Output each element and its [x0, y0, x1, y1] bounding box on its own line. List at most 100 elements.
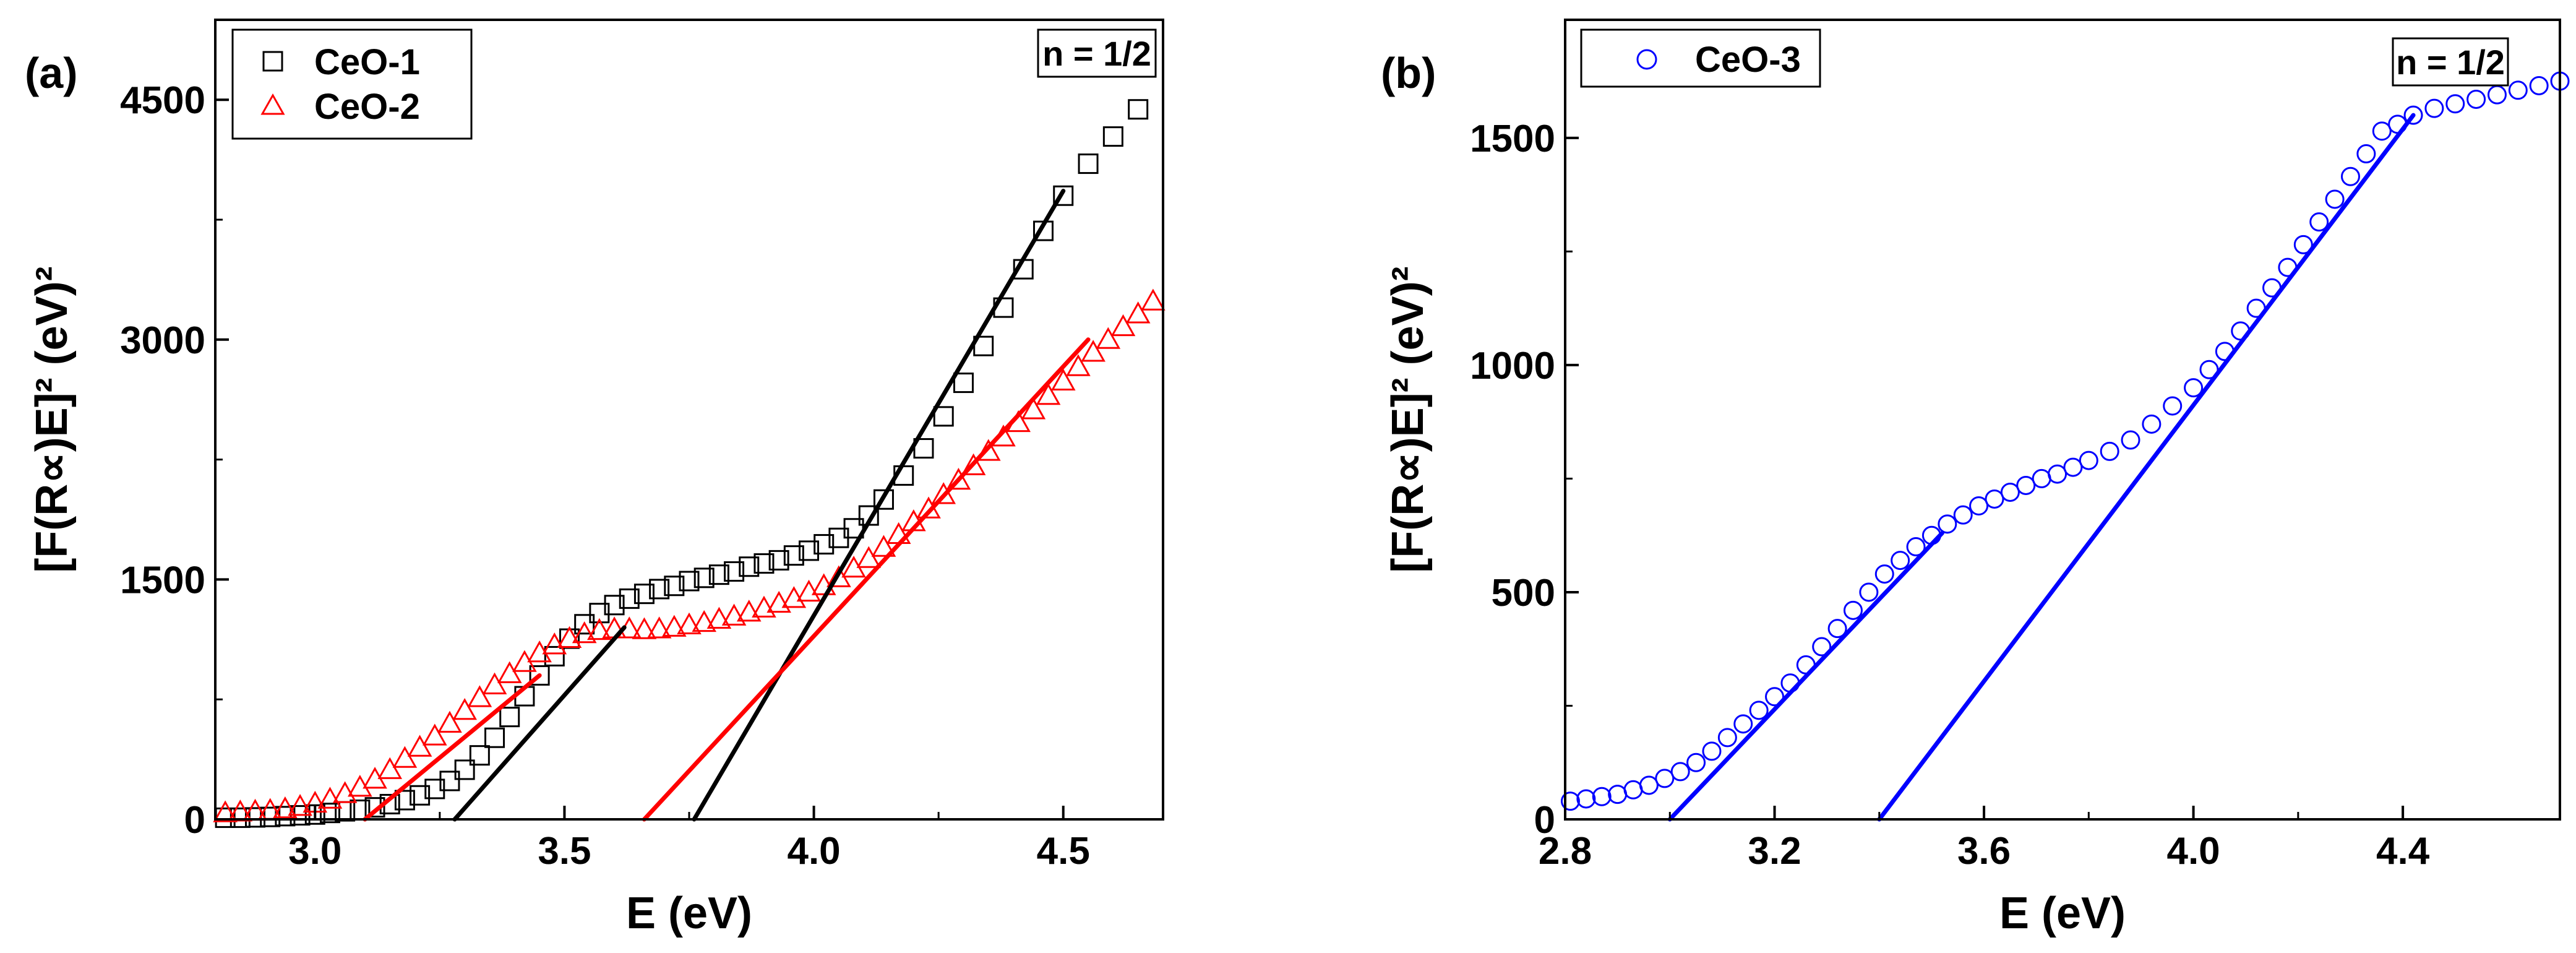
panel-a-series-0-point — [1078, 153, 1099, 175]
panel-a-fit-line-2 — [363, 673, 542, 822]
panel-a-ticks: 3.0 3.5 4.0 4.5 0 1500 3000 4500 — [120, 79, 1090, 873]
panel-a-series-1-point — [422, 723, 447, 746]
panel-a-series-1-point — [706, 606, 732, 629]
panel-b-series-0-point — [2372, 121, 2392, 141]
panel-a-xtick-label: 4.5 — [1037, 830, 1090, 873]
panel-a-series-1-point — [1141, 288, 1166, 311]
panel-b-series-0-point — [1812, 637, 1832, 657]
panel-b-series-0-point — [2016, 475, 2036, 495]
panel-a-series-0-point — [439, 770, 460, 791]
panel-b-series-0-point — [1608, 785, 1628, 804]
panel-a-series-0-point — [469, 745, 490, 766]
panel-b-series-0-point — [1655, 769, 1675, 788]
panel-b-series-0-point — [2403, 105, 2423, 125]
panel-b-series-0-point — [1938, 514, 1957, 534]
panel-b-data-marks — [1560, 71, 2570, 811]
panel-b-series-0-point — [1639, 775, 1659, 795]
panel-a-series-0-point — [679, 571, 700, 592]
panel-a-series-1-point — [766, 590, 791, 613]
panel-a-series-0-point — [410, 785, 431, 806]
panel-a-series-0-point — [529, 665, 550, 686]
panel-a-series-0-point — [604, 595, 625, 616]
panel-b-xtick-label: 4.4 — [2376, 830, 2430, 873]
panel-b-legend-box — [1580, 28, 1821, 88]
panel-a-series-0-point — [933, 406, 954, 427]
panel-a-series-1-point — [557, 626, 582, 649]
panel-b-series-0-point — [1969, 496, 1989, 515]
panel-a-fit-line-1 — [692, 188, 1066, 822]
panel-a-series-1-point — [542, 632, 567, 655]
panel-a-series-0-point — [364, 797, 385, 818]
legend-square-icon — [262, 51, 283, 72]
panel-b-ticks: 2.8 3.2 3.6 4.0 4.4 0 500 1000 1500 — [1470, 118, 2430, 873]
panel-b-ytick-label: 0 — [1534, 799, 1555, 842]
panel-b-series-0-point — [2048, 464, 2067, 484]
panel-a-series-0-point — [394, 790, 415, 811]
panel-b-xtick-label: 4.0 — [2166, 830, 2220, 873]
panel-b-series-0-point — [1733, 714, 1753, 734]
panel-a-series-1-point — [946, 467, 971, 490]
panel-b-annotation: n = 1/2 — [2392, 37, 2509, 87]
panel-a-series-0-point — [873, 489, 894, 510]
panel-a-series-0-point — [1102, 126, 1123, 147]
panel-a-series-0-point — [814, 534, 835, 555]
panel-b-series-0-point — [1670, 762, 1690, 782]
panel-a-series-0-point — [633, 584, 655, 605]
panel-a-ytick-label: 3000 — [120, 319, 205, 362]
panel-a-series-1-point — [1081, 340, 1106, 362]
legend-label-ceo2: CeO-2 — [314, 87, 420, 127]
panel-b-series-0-point — [2000, 482, 2020, 502]
panel-a-series-1-point — [348, 775, 372, 797]
panel-a-series-1-point — [213, 800, 238, 822]
panel-a-series-0-point — [1053, 185, 1074, 206]
panel-b-series-0-point — [1576, 789, 1596, 809]
panel-a-ytick-label: 1500 — [120, 559, 205, 602]
panel-a-series-1-point — [467, 685, 492, 707]
panel-a-series-1-point — [1110, 314, 1136, 337]
panel-a-xtick-label: 3.0 — [288, 830, 341, 873]
panel-a-series-0-point — [953, 373, 974, 394]
panel-b-series-0-point — [2163, 396, 2183, 416]
legend-circle-icon — [1636, 49, 1657, 70]
panel-a-series-1-point — [587, 618, 612, 640]
panel-a-series-1-point — [632, 617, 657, 639]
panel-a-ytick-label: 4500 — [120, 79, 205, 122]
panel-a-plot-frame — [214, 19, 1164, 821]
panel-a-tag: (a) — [25, 49, 78, 97]
panel-a-series-0-point — [708, 564, 729, 585]
panel-a-data-marks — [213, 99, 1166, 828]
panel-a-series-1-point — [931, 482, 956, 504]
panel-a-series-1-point — [482, 672, 507, 694]
panel-a-series-0-point — [649, 579, 670, 600]
panel-a-series-0-point — [424, 778, 445, 800]
panel-a-series-1-point — [407, 735, 432, 757]
panel-a-xlabel: E (eV) — [626, 889, 752, 938]
panel-b-series-0-point — [2325, 189, 2345, 209]
panel-b-ylabel: [F(R∝)E]² (eV)² — [1383, 266, 1433, 572]
panel-b-ytick-label: 500 — [1492, 572, 1555, 614]
panel-b-series-0-point — [1859, 582, 1879, 602]
panel-a-series-0-point — [619, 588, 640, 609]
panel-b-ytick-label: 1000 — [1470, 345, 1555, 387]
panel-b-series-0-point — [2340, 166, 2360, 186]
panel-a-series-1-point — [243, 798, 268, 821]
legend-label-ceo1: CeO-1 — [314, 42, 420, 82]
panel-a-series-0-point — [454, 759, 475, 780]
panel-b-annotation-text: n = 1/2 — [2396, 43, 2505, 82]
panel-a-series-0-point — [664, 576, 685, 597]
panel-b-xtick-label: 2.8 — [1539, 830, 1592, 873]
panel-a-series-0-point — [1128, 99, 1149, 120]
panel-a-annotation-box — [1037, 28, 1157, 78]
panel-b-series-0-point — [1686, 752, 1706, 772]
panel-a-annotation-text: n = 1/2 — [1042, 34, 1151, 73]
panel-a-series-0-point — [574, 614, 595, 635]
panel-b-series-0-point — [2467, 89, 2486, 109]
panel-a: (a) 3.0 3.5 4.0 4.5 0 1500 3000 4500 CeO-1 CeO-… — [25, 19, 1166, 938]
panel-a-series-1-point — [377, 757, 403, 779]
panel-a-series-1-point — [1036, 382, 1061, 405]
panel-b-tag: (b) — [1381, 49, 1436, 97]
panel-a-annotation: n = 1/2 — [1037, 28, 1157, 78]
panel-a-series-1-point — [317, 787, 343, 809]
panel-a-xtick-label: 3.5 — [538, 830, 591, 873]
